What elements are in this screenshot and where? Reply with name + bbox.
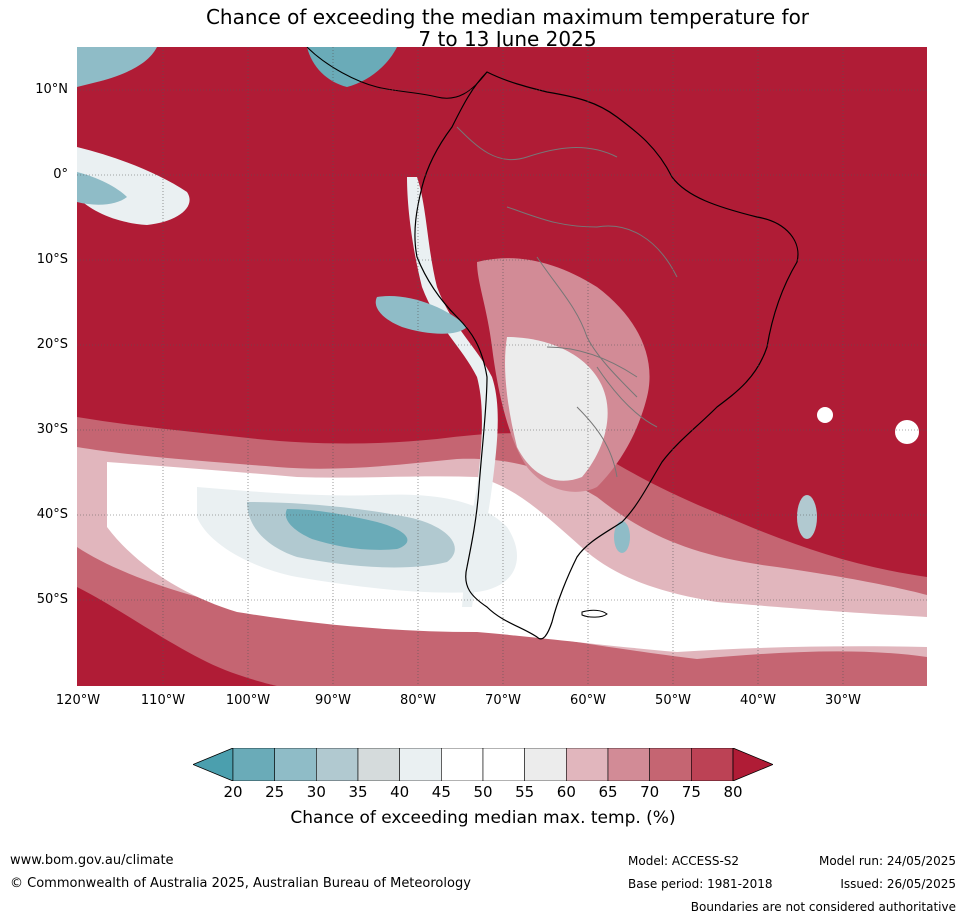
map-canvas xyxy=(77,47,927,686)
colorbar-cell xyxy=(274,748,317,781)
southern-deep-blue-zone xyxy=(285,509,408,550)
lat-label-10s: 10°S xyxy=(36,252,68,267)
colorbar-tick-label: 25 xyxy=(265,783,285,801)
model-run-date: Model run: 24/05/2025 xyxy=(818,854,956,868)
central-america-coastline xyxy=(306,47,488,99)
falkland-islands xyxy=(581,609,608,618)
colorbar-tick-label: 60 xyxy=(556,783,576,801)
south-america-coastline xyxy=(414,71,799,640)
website-link[interactable]: www.bom.gov.au/climate xyxy=(10,853,174,868)
colorbar-cell xyxy=(691,748,734,781)
lat-label-30s: 30°S xyxy=(36,422,68,437)
colorbar-cell xyxy=(649,748,692,781)
colorbar-cell xyxy=(232,748,275,781)
colorbar-tick-label: 45 xyxy=(431,783,451,801)
colorbar xyxy=(193,748,773,781)
lat-label-20s: 20°S xyxy=(36,337,68,352)
colorbar-cell xyxy=(441,748,484,781)
colorbar-tick-label: 50 xyxy=(473,783,493,801)
andes-neutral-strip xyxy=(407,177,498,607)
colorbar-cells xyxy=(232,748,734,781)
colorbar-tick-label: 55 xyxy=(515,783,535,801)
lat-label-10n: 10°N xyxy=(35,82,68,97)
atlantic-white-spot xyxy=(817,407,833,423)
atlantic-blue-spot xyxy=(614,521,630,553)
lon-label-100w: 100°W xyxy=(225,693,271,708)
lon-label-90w: 90°W xyxy=(315,693,351,708)
issued-date: Issued: 26/05/2025 xyxy=(840,877,956,891)
lon-label-40w: 40°W xyxy=(740,693,776,708)
continental-white-region xyxy=(505,337,608,481)
colorbar-tick-label: 35 xyxy=(348,783,368,801)
lat-label-0: 0° xyxy=(53,167,68,182)
equatorial-blue-zone xyxy=(77,172,127,205)
colorbar-cell xyxy=(566,748,609,781)
colorbar-tick-label: 65 xyxy=(598,783,618,801)
colorbar-cell xyxy=(607,748,650,781)
colorbar-tick-label: 75 xyxy=(681,783,701,801)
colorbar-cell xyxy=(357,748,400,781)
latitude-gridlines xyxy=(77,89,927,601)
map-title-line-1: Chance of exceeding the median maximum t… xyxy=(205,5,810,29)
map-title-line-2: 7 to 13 June 2025 xyxy=(418,27,597,51)
caribbean-blue-zone xyxy=(77,47,157,87)
lat-label-40s: 40°S xyxy=(36,507,68,522)
colorbar-label: Chance of exceeding median max. temp. (%… xyxy=(290,808,676,828)
caribbean-blue-zone-2 xyxy=(307,47,397,87)
pacific-blue-zone xyxy=(375,296,467,334)
colorbar-tick-label: 80 xyxy=(723,783,743,801)
lon-label-30w: 30°W xyxy=(825,693,861,708)
lon-label-50w: 50°W xyxy=(655,693,691,708)
lon-label-70w: 70°W xyxy=(485,693,521,708)
colorbar-tick-label: 70 xyxy=(640,783,660,801)
model-name: Model: ACCESS-S2 xyxy=(628,854,740,868)
country-borders xyxy=(456,126,678,478)
probability-map xyxy=(77,47,927,686)
lat-label-50s: 50°S xyxy=(36,592,68,607)
colorbar-cell xyxy=(524,748,567,781)
atlantic-white-spot-2 xyxy=(895,420,919,444)
lon-label-60w: 60°W xyxy=(570,693,606,708)
boundaries-disclaimer: Boundaries are not considered authoritat… xyxy=(690,900,956,914)
colorbar-above-arrow xyxy=(732,748,773,781)
colorbar-tick-label: 20 xyxy=(223,783,243,801)
lon-label-120w: 120°W xyxy=(55,693,101,708)
colorbar-tick-label: 30 xyxy=(306,783,326,801)
colorbar-below-arrow xyxy=(193,748,234,781)
bottom-red-strip xyxy=(77,587,277,686)
colorbar-cell xyxy=(316,748,359,781)
copyright-notice: © Commonwealth of Australia 2025, Austra… xyxy=(10,876,471,891)
atlantic-pale-spot xyxy=(797,495,817,539)
colorbar-cell xyxy=(482,748,525,781)
lon-label-80w: 80°W xyxy=(400,693,436,708)
colorbar-cell xyxy=(399,748,442,781)
lon-label-110w: 110°W xyxy=(140,693,186,708)
equatorial-pale-zone xyxy=(77,147,190,225)
colorbar-tick-label: 40 xyxy=(390,783,410,801)
base-period: Base period: 1981-2018 xyxy=(628,877,773,891)
